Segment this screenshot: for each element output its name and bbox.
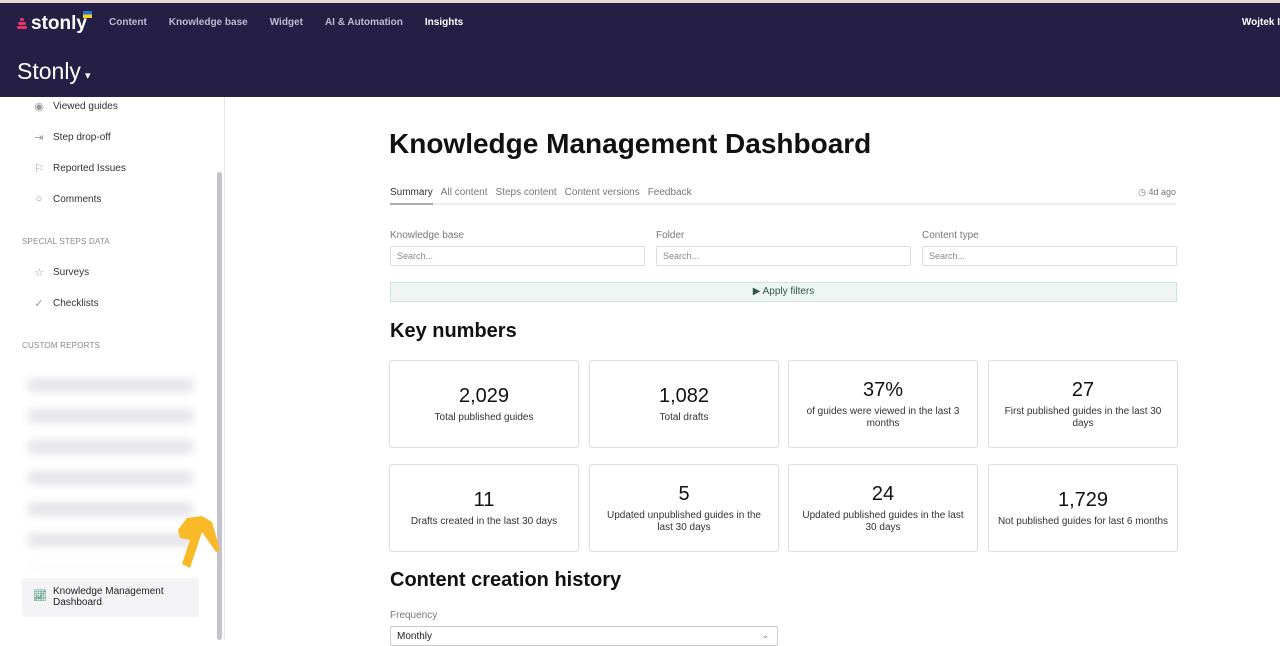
apply-filters-button[interactable]: ▶ Apply filters	[390, 282, 1177, 302]
filter-label-knowledge-base: Knowledge base	[390, 230, 464, 241]
folder-search-input[interactable]: Search...	[656, 246, 911, 266]
card-label: Drafts created in the last 30 days	[410, 515, 558, 527]
card-label: First published guides in the last 30 da…	[1004, 405, 1162, 429]
card-value: 37%	[862, 378, 904, 401]
last-updated-text: 4d ago	[1148, 187, 1176, 197]
chevron-down-icon: ⌄	[761, 630, 769, 640]
card-label: Total drafts	[659, 411, 709, 423]
clock-icon: ◷	[1138, 187, 1149, 197]
card-label: Total published guides	[434, 411, 534, 423]
exit-icon: ⇥	[34, 132, 44, 144]
sidebar-item-label: Step drop-off	[53, 132, 111, 143]
key-numbers-heading: Key numbers	[390, 320, 517, 342]
nav-knowledge-base[interactable]: Knowledge base	[168, 17, 248, 28]
sidebar-item-label: Reported Issues	[53, 163, 126, 174]
sidebar-item-knowledge-management-dashboard[interactable]: 📈︎ Knowledge Management Dashboard	[22, 578, 199, 617]
apply-filters-label: Apply filters	[762, 286, 815, 297]
card-label: Updated unpublished guides in the last 3…	[606, 509, 761, 533]
ukraine-flag-icon	[83, 11, 92, 18]
sidebar-item-label: Comments	[53, 193, 102, 205]
frequency-label: Frequency	[390, 610, 438, 621]
last-updated: ◷ 4d ago	[1138, 187, 1176, 198]
sidebar-item-label: Surveys	[53, 267, 90, 278]
filter-label-content-type: Content type	[922, 230, 979, 241]
sidebar-item-surveys[interactable]: ☆ Surveys	[33, 266, 89, 279]
content-history-heading: Content creation history	[390, 569, 622, 591]
main-nav: Content Knowledge base Widget AI & Autom…	[109, 17, 463, 28]
eye-icon: ◉	[34, 101, 44, 113]
sidebar-item-checklists[interactable]: ✓ Checklists	[33, 297, 99, 310]
play-icon: ▶	[752, 286, 763, 297]
check-circle-icon: ✓	[34, 298, 44, 310]
filter-label-folder: Folder	[656, 230, 685, 241]
card-label: of guides were viewed in the last 3 mont…	[806, 405, 960, 429]
key-number-card: 5 Updated unpublished guides in the last …	[589, 464, 779, 552]
tab-content-versions[interactable]: Content versions	[564, 187, 640, 198]
top-bar: stonly Content Knowledge base Widget AI …	[0, 0, 1280, 97]
key-number-card: 24 Updated published guides in the last 3…	[788, 464, 978, 552]
comment-icon: ○	[35, 193, 43, 205]
sidebar-item-step-drop-off[interactable]: ⇥ Step drop-off	[33, 131, 111, 144]
key-number-card: 11 Drafts created in the last 30 days	[389, 464, 579, 552]
nav-insights[interactable]: Insights	[424, 17, 464, 28]
sidebar-scrollbar[interactable]	[217, 172, 222, 640]
content-type-search-input[interactable]: Search...	[922, 246, 1177, 266]
card-value: 5	[678, 482, 690, 505]
sidebar-item-label: Checklists	[53, 298, 99, 309]
knowledge-base-search-input[interactable]: Search...	[390, 246, 645, 266]
frequency-select[interactable]: Monthly ⌄	[390, 626, 778, 646]
page-title: Knowledge Management Dashboard	[389, 128, 872, 159]
user-menu[interactable]: Wojtek I	[1241, 17, 1280, 28]
card-value: 24	[871, 482, 895, 505]
logo-icon	[17, 18, 27, 30]
card-value: 2,029	[458, 384, 510, 407]
key-number-card: 1,729 Not published guides for last 6 mon…	[988, 464, 1178, 552]
card-value: 1,729	[1057, 488, 1109, 511]
brand-name: stonly	[31, 13, 87, 34]
sidebar: ◉ Viewed guides ⇥ Step drop-off ⚐ Reported …	[0, 97, 225, 640]
frequency-value: Monthly	[397, 631, 433, 642]
nav-content[interactable]: Content	[109, 17, 147, 28]
chart-trend-icon: 📈︎	[33, 590, 47, 602]
key-number-card: 37% of guides were viewed in the last 3 m…	[788, 360, 978, 448]
key-number-card: 27 First published guides in the last 30 …	[988, 360, 1178, 448]
card-value: 11	[473, 488, 495, 511]
stonly-logo[interactable]: stonly	[17, 13, 87, 35]
sidebar-item-viewed-guides[interactable]: ◉ Viewed guides	[33, 100, 118, 113]
tab-steps-content[interactable]: Steps content	[495, 187, 557, 198]
workspace-name: Stonly	[17, 58, 81, 84]
nav-ai-automation[interactable]: AI & Automation	[324, 17, 403, 28]
sidebar-item-label: Knowledge Management Dashboard	[53, 586, 164, 608]
sidebar-item-comments[interactable]: ○ Comments	[33, 193, 102, 205]
card-label: Updated published guides in the last 30 …	[802, 509, 964, 533]
section-custom-reports: CUSTOM REPORTS	[22, 341, 101, 350]
tab-feedback[interactable]: Feedback	[647, 187, 692, 198]
card-value: 27	[1071, 378, 1095, 401]
caret-down-icon: ▾	[84, 70, 91, 82]
pointing-hand-icon	[178, 516, 220, 568]
key-number-card: 1,082 Total drafts	[589, 360, 779, 448]
section-special-steps: SPECIAL STEPS DATA	[22, 237, 110, 246]
tab-all-content[interactable]: All content	[440, 187, 488, 198]
blurred-reports-list	[28, 370, 193, 565]
flag-icon: ⚐	[34, 163, 44, 175]
card-value: 1,082	[658, 384, 710, 407]
sidebar-item-reported-issues[interactable]: ⚐ Reported Issues	[33, 162, 126, 175]
tab-summary[interactable]: Summary	[390, 187, 433, 205]
key-number-card: 2,029 Total published guides	[389, 360, 579, 448]
sidebar-item-label: Viewed guides	[53, 101, 118, 112]
star-icon: ☆	[34, 267, 44, 279]
tab-bar: Summary All content Steps content Conten…	[390, 187, 1176, 205]
workspace-selector[interactable]: Stonly ▾	[17, 58, 90, 85]
card-label: Not published guides for last 6 months	[997, 515, 1169, 527]
nav-widget[interactable]: Widget	[269, 17, 303, 28]
